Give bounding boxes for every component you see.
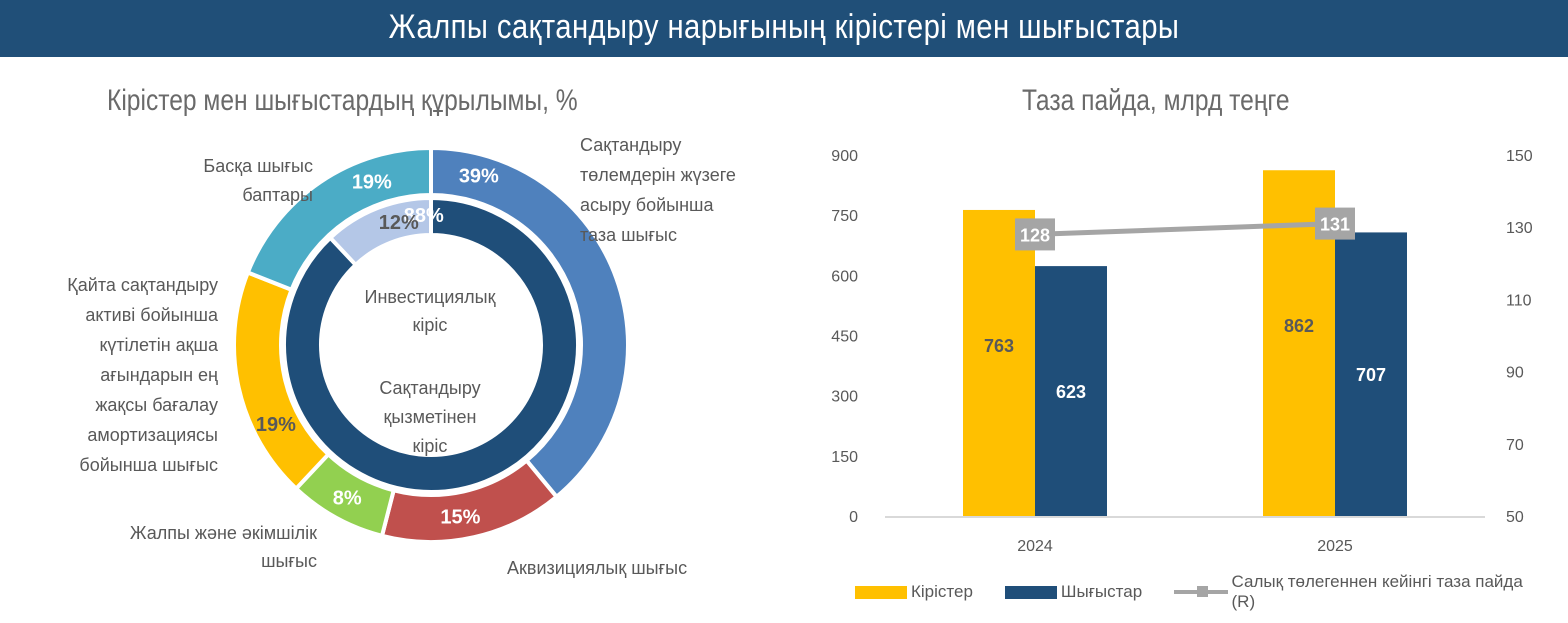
legend-item-expenses: Шығыстар bbox=[1004, 582, 1142, 602]
right-axis-tick: 90 bbox=[1506, 365, 1524, 382]
donut-chart: 39% 15% 8% 19% 19% 88%12% bbox=[232, 145, 630, 544]
chart-legend: Кірістер Шығыстар Салық төлегеннен кейін… bbox=[855, 572, 1568, 612]
net-profit-label: 128 bbox=[1020, 225, 1050, 245]
expenses-bar bbox=[1335, 232, 1407, 517]
acquisition-value-label: 15% bbox=[440, 506, 480, 528]
other-slice bbox=[245, 145, 433, 293]
x-axis-tick: 2024 bbox=[1017, 538, 1053, 555]
combo-chart: 0 150 300 450 600 750 900 50 70 90 110 130 150 2024 76… bbox=[831, 148, 1533, 555]
expenses-bar-label: 707 bbox=[1356, 365, 1386, 385]
right-axis-tick: 150 bbox=[1506, 148, 1533, 165]
net-profit-label: 131 bbox=[1320, 215, 1350, 235]
investment-income-value-label: 12% bbox=[379, 212, 419, 234]
general-value-label: 8% bbox=[333, 487, 362, 509]
left-axis-tick: 300 bbox=[831, 389, 858, 406]
investment-income-slice bbox=[327, 195, 433, 268]
right-axis-tick: 70 bbox=[1506, 437, 1524, 454]
insurance-income-slice bbox=[282, 195, 580, 494]
legend-item-income: Кірістер bbox=[855, 582, 973, 602]
x-axis-tick: 2025 bbox=[1317, 538, 1353, 555]
left-axis-tick: 600 bbox=[831, 268, 858, 285]
label-other: Басқа шығыс баптары bbox=[203, 156, 313, 205]
left-axis-tick: 450 bbox=[831, 329, 858, 346]
net-profit-line bbox=[1034, 221, 1336, 237]
bar-chart-title: Таза пайда, млрд теңге bbox=[1022, 84, 1290, 117]
left-axis-tick: 750 bbox=[831, 208, 858, 225]
label-reinsurance: Қайта сақтандыру активі бойынша күтілеті… bbox=[67, 275, 218, 475]
legend-item-net-profit: Салық төлегеннен кейінгі таза пайда (R) bbox=[1174, 572, 1536, 612]
legend-swatch-net-profit bbox=[1174, 584, 1228, 600]
header-banner: Жалпы сақтандыру нарығының кірістері мен… bbox=[0, 0, 1568, 57]
income-bar-label: 763 bbox=[984, 336, 1014, 356]
income-bar bbox=[963, 209, 1035, 517]
label-acquisition: Аквизициялық шығыс bbox=[507, 558, 688, 578]
donut-chart-title: Кірістер мен шығыстардың құрылымы, % bbox=[107, 84, 578, 117]
expenses-bar bbox=[1035, 266, 1107, 516]
label-insurance-income: Сақтандыру қызметінен кіріс bbox=[379, 378, 481, 456]
label-investment: Инвестициялық кіріс bbox=[364, 287, 496, 335]
label-payments: Сақтандыру төлемдерін жүзеге асыру бойын… bbox=[580, 135, 736, 245]
left-axis-tick: 900 bbox=[831, 148, 858, 165]
income-bar-label: 862 bbox=[1284, 316, 1314, 336]
net-profit-marker bbox=[1015, 218, 1055, 251]
right-axis-tick: 130 bbox=[1506, 220, 1533, 237]
legend-swatch-income bbox=[855, 585, 907, 599]
payments-slice bbox=[429, 145, 630, 500]
legend-swatch-expenses bbox=[1004, 585, 1057, 599]
right-axis-tick: 110 bbox=[1506, 292, 1532, 309]
left-axis-tick: 150 bbox=[831, 449, 858, 466]
left-axis-tick: 0 bbox=[849, 509, 858, 526]
label-general: Жалпы және әкімшілік шығыс bbox=[129, 523, 317, 571]
page-title: Жалпы сақтандыру нарығының кірістері мен… bbox=[388, 8, 1180, 46]
other-value-label: 19% bbox=[352, 171, 392, 193]
net-profit-marker bbox=[1315, 207, 1355, 240]
insurance-income-value-label: 88% bbox=[404, 205, 444, 227]
expenses-bar-label: 623 bbox=[1056, 382, 1086, 402]
right-axis-tick: 50 bbox=[1506, 509, 1524, 526]
reinsurance-value-label: 19% bbox=[256, 414, 296, 436]
payments-value-label: 39% bbox=[459, 166, 499, 188]
